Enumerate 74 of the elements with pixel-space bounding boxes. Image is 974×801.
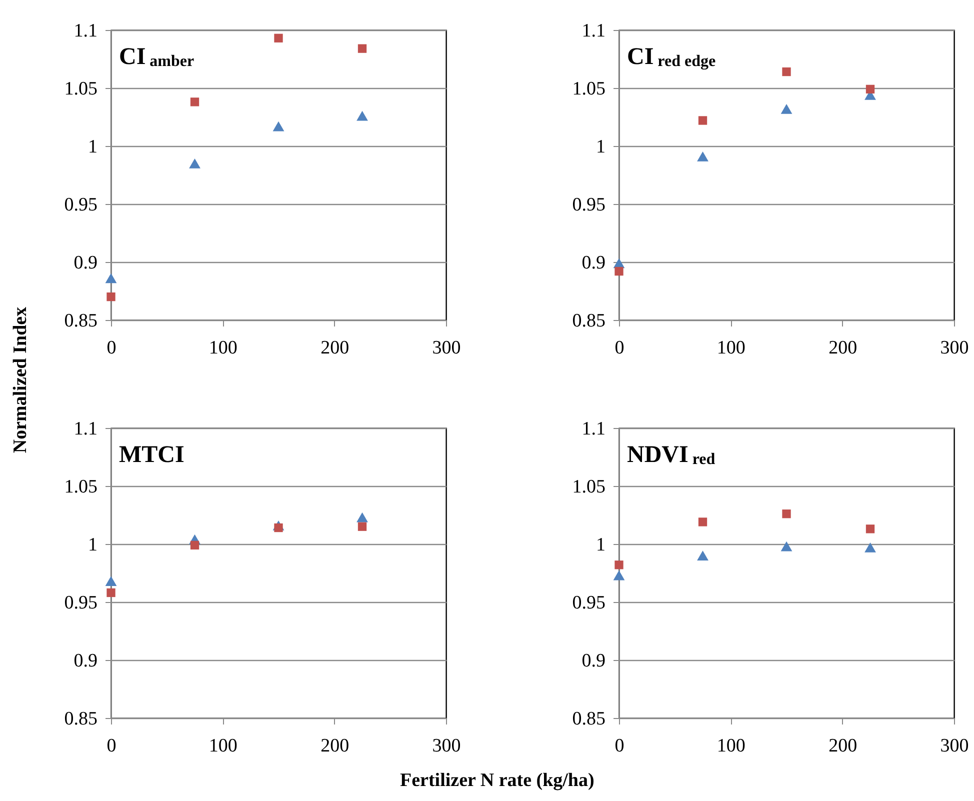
point [782, 67, 791, 76]
x-axis-title: Fertilizer N rate (kg/ha) [400, 770, 594, 792]
x-tick-label: 300 [432, 338, 461, 358]
y-tick-label: 0.9 [74, 252, 98, 274]
y-tick-label: 0.9 [582, 650, 606, 672]
y-tick-label: 0.85 [64, 310, 98, 332]
x-tick-label: 300 [432, 736, 461, 756]
point [356, 512, 368, 522]
point [106, 588, 116, 598]
x-tick-label: 100 [716, 338, 746, 358]
point [189, 158, 200, 168]
text: CI$_{amber}$ [119, 44, 194, 70]
x-tick-label: 100 [208, 736, 238, 756]
x-tick-label: 200 [828, 736, 858, 756]
point [697, 550, 708, 561]
point [614, 266, 624, 276]
point [613, 570, 625, 580]
x-tick-label: 100 [208, 338, 238, 358]
y-tick-label: 1.05 [572, 476, 606, 498]
point [190, 540, 200, 550]
x-tick-label: 200 [320, 338, 350, 358]
y-tick-label: 1.1 [74, 20, 98, 42]
y-tick-label: 1.1 [582, 20, 606, 42]
y-tick-label: 0.95 [64, 194, 98, 216]
point [780, 104, 792, 114]
y-tick-label: 0.85 [572, 310, 606, 332]
y-tick-label: 1.1 [74, 418, 98, 440]
y-tick-label: 1 [88, 534, 98, 556]
y-tick-label: 1.05 [572, 78, 606, 100]
point [272, 121, 284, 132]
text: NDVI$_{red}$ [627, 442, 716, 468]
point [866, 524, 875, 534]
point [274, 523, 283, 532]
point [190, 98, 200, 106]
text: MTCI [119, 442, 184, 468]
x-tick-label: 300 [940, 736, 969, 756]
x-tick-label: 200 [320, 736, 350, 756]
point [105, 273, 117, 284]
x-tick-label: 0 [106, 736, 116, 756]
y-tick-label: 0.95 [572, 194, 606, 216]
point [782, 510, 791, 518]
y-tick-label: 0.95 [64, 592, 98, 614]
y-axis-title: Normalized Index [10, 306, 32, 454]
y-tick-label: 1 [596, 534, 606, 556]
y-tick-label: 1 [88, 136, 98, 158]
y-tick-label: 0.85 [64, 708, 98, 730]
point [697, 152, 708, 162]
point [866, 84, 875, 94]
x-tick-label: 200 [828, 338, 858, 358]
point [358, 44, 367, 53]
point [780, 541, 792, 552]
x-tick-label: 100 [716, 736, 746, 756]
y-tick-label: 0.85 [572, 708, 606, 730]
point [864, 542, 876, 552]
point [698, 518, 708, 526]
y-tick-label: 1.1 [582, 418, 606, 440]
y-tick-label: 0.9 [582, 252, 606, 274]
x-tick-label: 0 [106, 338, 116, 358]
point [105, 576, 117, 586]
point [614, 560, 624, 570]
y-tick-label: 1.05 [64, 78, 98, 100]
point [356, 110, 368, 121]
text: CI$_{red edge}$ [627, 44, 716, 70]
y-tick-label: 1 [596, 136, 606, 158]
y-tick-label: 0.9 [74, 650, 98, 672]
x-tick-label: 0 [614, 736, 624, 756]
y-tick-label: 0.95 [572, 592, 606, 614]
point [698, 116, 708, 125]
point [358, 522, 367, 531]
y-tick-label: 1.05 [64, 476, 98, 498]
point [274, 34, 283, 42]
x-tick-label: 0 [614, 338, 624, 358]
point [106, 292, 116, 302]
x-tick-label: 300 [940, 338, 969, 358]
